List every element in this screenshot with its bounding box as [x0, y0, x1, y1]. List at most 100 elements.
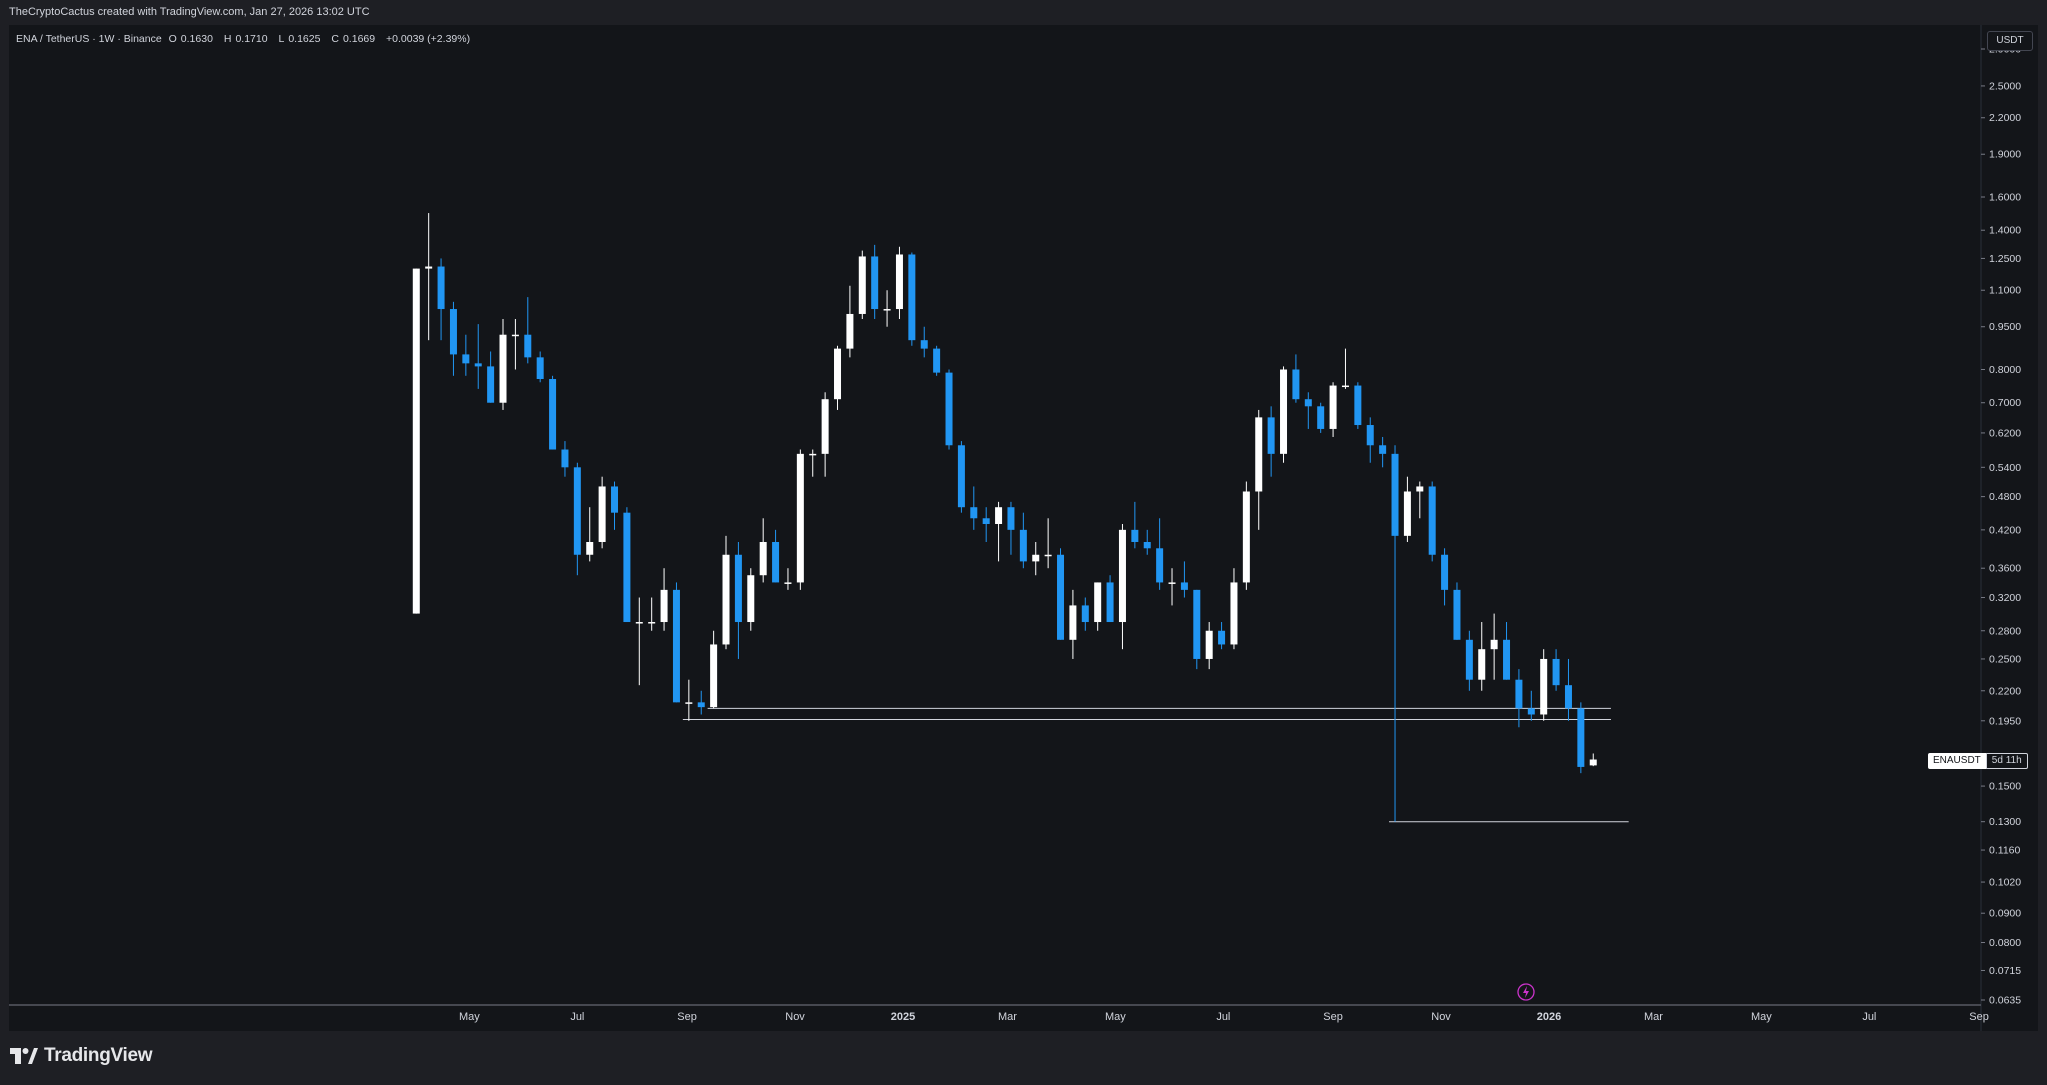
candle-body — [1094, 582, 1102, 623]
candle-body — [883, 309, 891, 311]
y-tick-label: 0.1160 — [1989, 845, 2020, 857]
candle — [871, 244, 879, 319]
x-tick-label: Jul — [1862, 1011, 1876, 1023]
y-tick-label: 0.0900 — [1989, 908, 2021, 920]
candle-body — [1242, 491, 1250, 583]
candle — [1131, 501, 1139, 549]
candle-body — [511, 334, 519, 337]
candle-body — [995, 507, 1003, 524]
x-tick-label: Jul — [1216, 1011, 1230, 1023]
candle-body — [611, 486, 619, 513]
y-tick-label: 0.8000 — [1989, 364, 2021, 376]
candle — [549, 375, 557, 450]
candle — [1118, 523, 1126, 650]
candle — [970, 486, 978, 530]
candle-body — [1478, 649, 1486, 680]
candle — [648, 597, 656, 631]
candle — [1503, 622, 1511, 680]
candle — [1267, 406, 1275, 477]
candle — [425, 213, 433, 341]
candle — [995, 501, 1003, 562]
candle — [1255, 409, 1263, 530]
candle — [834, 345, 842, 410]
candle — [474, 324, 482, 389]
legend-symbol: ENA / TetherUS · 1W · Binance — [16, 33, 162, 45]
candle — [499, 318, 507, 410]
candle-body — [1577, 708, 1585, 767]
candle-body — [474, 363, 482, 367]
candle-body — [1205, 630, 1213, 659]
candle-body — [1428, 486, 1436, 555]
candle — [908, 252, 916, 346]
y-tick-label: 0.3200 — [1989, 592, 2021, 604]
y-tick-label: 1.4000 — [1989, 225, 2021, 237]
candle-body — [1230, 582, 1238, 645]
candle — [846, 285, 854, 358]
candle-body — [1552, 658, 1560, 686]
candle-body — [908, 254, 916, 341]
candle — [957, 441, 965, 513]
candle-body — [1366, 425, 1374, 446]
y-tick-label: 1.2500 — [1989, 253, 2021, 265]
y-tick-label: 0.0635 — [1989, 995, 2021, 1007]
y-tick-label: 0.2800 — [1989, 625, 2021, 637]
candle — [1317, 402, 1325, 433]
y-tick-label: 0.5400 — [1989, 462, 2021, 474]
candle-body — [1044, 554, 1052, 557]
candle-body — [437, 266, 445, 310]
candle-body — [1267, 417, 1275, 454]
candle-body — [635, 622, 643, 624]
candle — [1019, 512, 1027, 569]
candle — [784, 568, 792, 590]
y-tick-label: 0.1300 — [1989, 816, 2021, 828]
candle-body — [871, 256, 879, 310]
price-chart[interactable]: 2.90002.50002.20001.90001.60001.40001.25… — [9, 25, 2038, 1031]
candle — [635, 597, 643, 686]
level-lines — [682, 707, 1629, 823]
candle-body — [1441, 554, 1449, 590]
candle-body — [412, 268, 420, 614]
y-tick-label: 0.1950 — [1989, 715, 2021, 727]
candle-body — [672, 589, 680, 703]
candle-body — [1317, 406, 1325, 429]
candle-body — [1416, 486, 1424, 492]
candle — [1180, 561, 1188, 598]
candle — [623, 507, 631, 623]
x-tick-label: May — [1105, 1011, 1126, 1023]
legend-close: C 0.1669 — [331, 33, 376, 45]
candle — [1379, 436, 1387, 468]
candle-body — [1193, 589, 1201, 659]
y-tick-label: 0.0715 — [1989, 965, 2021, 977]
candle-body — [1019, 529, 1027, 562]
candle — [759, 518, 767, 583]
y-tick-label: 0.2500 — [1989, 653, 2021, 665]
candle-body — [1069, 605, 1077, 640]
candle — [536, 351, 544, 383]
candle — [809, 449, 817, 477]
candle — [1366, 417, 1374, 463]
tradingview-brand-text: TradingView — [44, 1045, 153, 1066]
y-tick-label: 1.6000 — [1989, 191, 2021, 203]
candle-body — [846, 313, 854, 349]
candle-body — [734, 554, 742, 623]
x-tick-label: 2026 — [1537, 1011, 1561, 1023]
currency-selector[interactable]: USDT — [1987, 31, 2033, 51]
y-tick-label: 0.2200 — [1989, 685, 2021, 697]
y-tick-label: 0.1500 — [1989, 781, 2021, 793]
candle — [895, 246, 903, 319]
y-tick-label: 0.7000 — [1989, 397, 2021, 409]
tradingview-logo[interactable]: TradingView — [10, 1045, 153, 1067]
y-tick-label: 0.4800 — [1989, 491, 2021, 503]
candle-body — [499, 334, 507, 403]
candle-body — [895, 254, 903, 310]
candle-body — [1131, 529, 1139, 542]
candle-body — [1527, 708, 1535, 715]
candle — [1094, 582, 1102, 631]
candle — [462, 334, 470, 376]
candle-body — [1057, 554, 1065, 640]
candle — [511, 318, 519, 370]
candle-body — [1292, 369, 1300, 400]
candle — [945, 369, 953, 450]
y-tick-label: 0.6200 — [1989, 427, 2021, 439]
